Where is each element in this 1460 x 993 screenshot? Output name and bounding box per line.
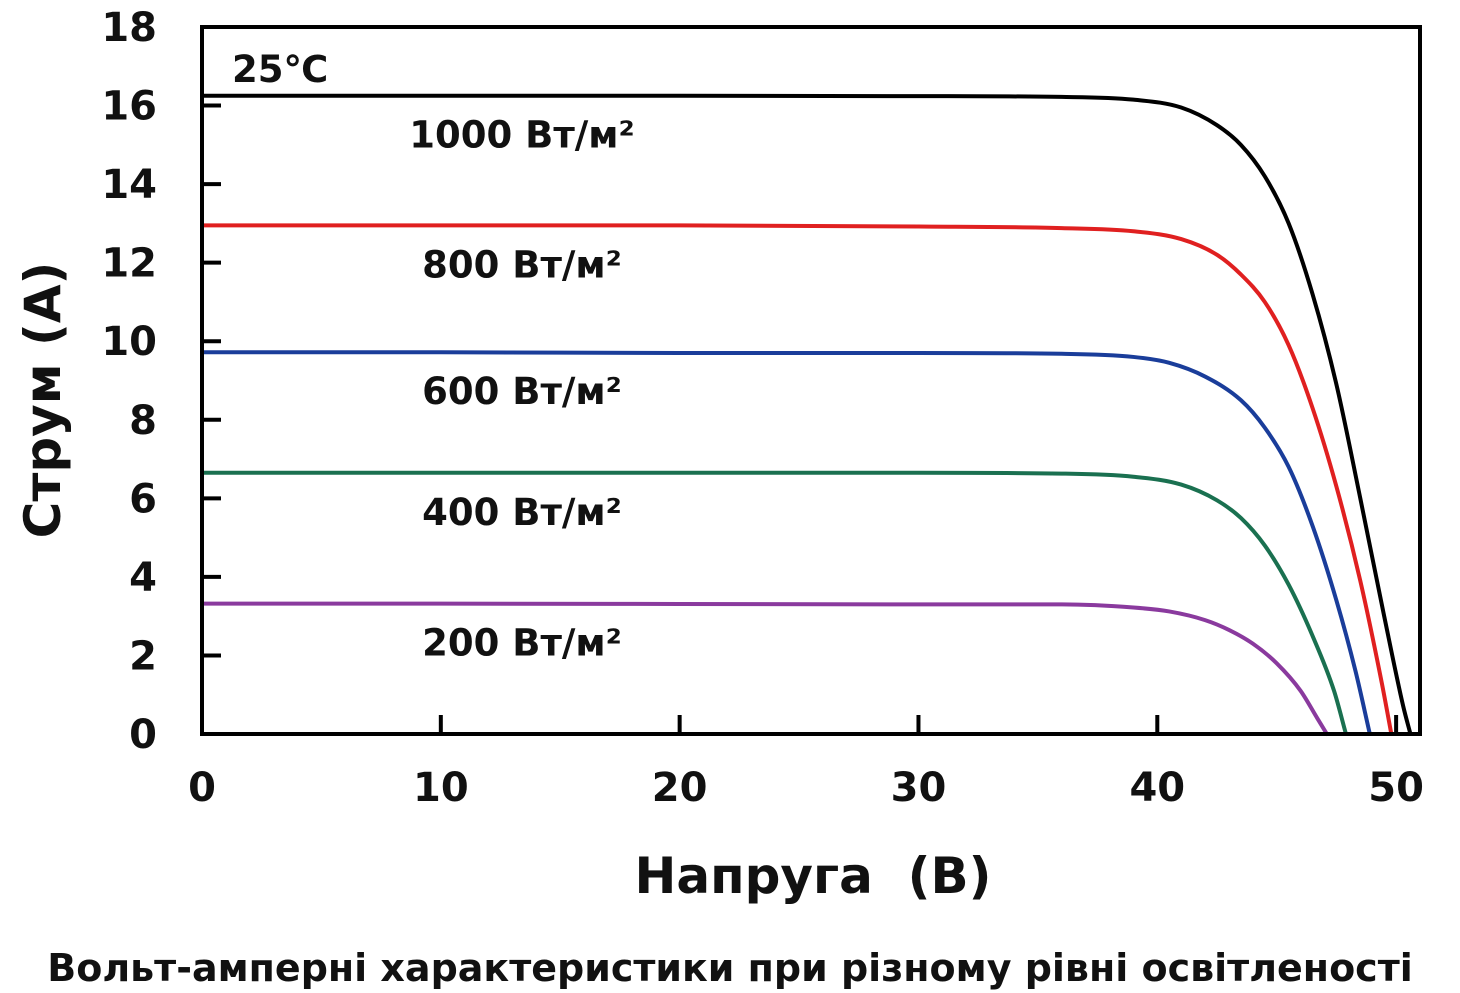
y-tick-label-3: 6 [129, 476, 157, 522]
series-label-3: 400 Вт/м² [422, 491, 622, 534]
x-tick-label-2: 20 [652, 765, 708, 811]
series-line-0 [200, 93, 1413, 736]
series-line-3 [200, 470, 1348, 736]
label-layer: Напруга (В) Струм (А) 25℃ 1000 Вт/м² 800 Вт/… [14, 48, 1413, 990]
x-tick-label-1: 10 [413, 765, 469, 811]
series-1 [200, 223, 1394, 736]
series-layer [200, 93, 1413, 736]
y-tick-label-1: 2 [129, 633, 157, 679]
series-0 [200, 93, 1413, 736]
y-tick-label-2: 4 [129, 555, 157, 601]
series-line-4 [200, 601, 1329, 736]
series-label-1: 800 Вт/м² [422, 243, 622, 286]
x-tick-label-0: 0 [188, 765, 216, 811]
y-tick-label-6: 12 [101, 241, 157, 287]
series-2 [200, 350, 1372, 736]
y-tick-label-9: 18 [101, 5, 157, 51]
x-tick-label-3: 30 [891, 765, 947, 811]
series-label-4: 200 Вт/м² [422, 622, 622, 665]
temperature-annotation: 25℃ [232, 48, 328, 91]
y-tick-label-7: 14 [101, 162, 157, 208]
x-tick-label-5: 50 [1368, 765, 1424, 811]
series-label-2: 600 Вт/м² [422, 370, 622, 413]
chart-caption: Вольт-амперні характеристики при різному… [47, 946, 1413, 990]
series-3 [200, 470, 1348, 736]
series-4 [200, 601, 1329, 736]
series-line-1 [200, 223, 1394, 736]
axes-layer: 0 10 20 30 40 50 0 2 4 6 8 10 12 14 16 18 [101, 5, 1424, 811]
plot-frame [200, 25, 1422, 736]
y-tick-label-0: 0 [129, 712, 157, 758]
y-tick-label-5: 10 [101, 319, 157, 365]
y-axis-title: Струм (А) [14, 262, 72, 539]
series-label-0: 1000 Вт/м² [409, 114, 634, 157]
x-axis-title: Напруга (В) [634, 847, 991, 905]
y-tick-label-4: 8 [129, 398, 157, 444]
series-line-2 [200, 350, 1372, 736]
x-tick-label-4: 40 [1129, 765, 1185, 811]
y-tick-label-8: 16 [101, 84, 157, 130]
